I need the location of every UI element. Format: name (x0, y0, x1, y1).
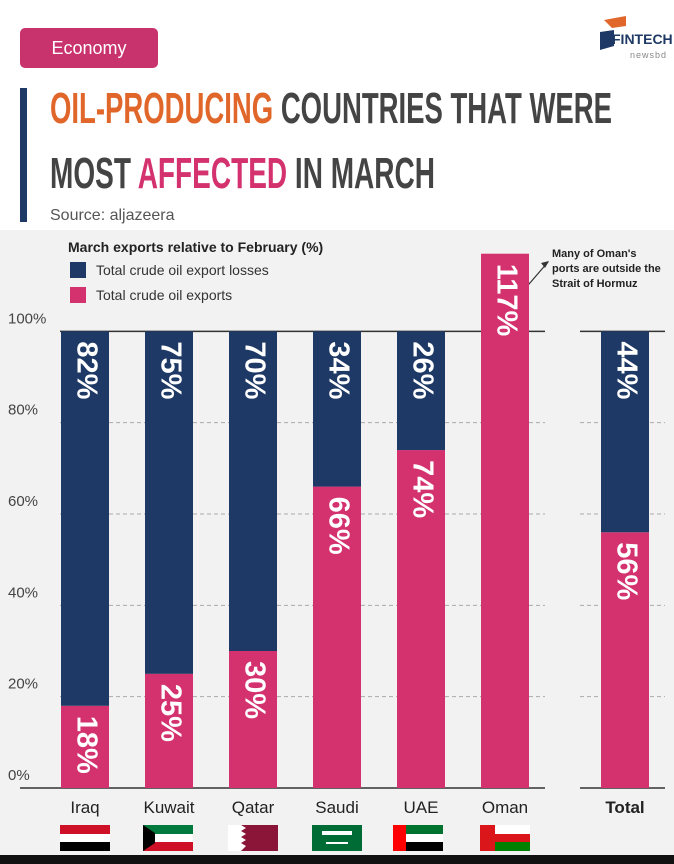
logo-mark (604, 16, 626, 28)
title-part: AFFECTED (138, 149, 287, 198)
bar-segment (481, 253, 529, 788)
flag-oman (480, 825, 530, 851)
bar-segment (313, 331, 361, 487)
title-line: OIL-PRODUCING COUNTRIES THAT WERE (50, 84, 612, 133)
flag-kuwait (143, 825, 193, 851)
annotation: Many of Oman's (552, 248, 637, 260)
value-label: 18% (70, 716, 102, 774)
subtitle: March exports relative to February (%) (68, 239, 323, 255)
title-line: MOST AFFECTED IN MARCH (50, 149, 435, 198)
legend-swatch (70, 262, 86, 278)
value-label: 34% (322, 341, 354, 399)
value-label: 30% (238, 661, 270, 719)
value-label: 26% (406, 341, 438, 399)
tag: Economy (51, 38, 126, 58)
bar-segment (145, 331, 193, 674)
title-part: COUNTRIES THAT WERE (273, 84, 612, 133)
x-tick-label: Kuwait (143, 798, 194, 817)
x-tick-label: Iraq (70, 798, 99, 817)
flags (60, 825, 530, 851)
value-label: 56% (610, 542, 642, 600)
y-tick-label: 40% (8, 584, 38, 601)
x-tick-label: UAE (404, 798, 439, 817)
bar-segment (601, 331, 649, 533)
value-label: 66% (322, 497, 354, 555)
flag-saudi (312, 825, 362, 851)
x-tick-label: Qatar (232, 798, 275, 817)
annotation-arrowhead (541, 261, 549, 268)
title-part: OIL-PRODUCING (50, 84, 273, 133)
y-tick-label: 0% (8, 767, 30, 784)
flag-iraq (60, 825, 110, 851)
accent-bar (20, 88, 27, 222)
value-label: 70% (238, 341, 270, 399)
y-tick-label: 60% (8, 493, 38, 510)
y-tick-label: 20% (8, 676, 38, 693)
source: Source: aljazeera (50, 207, 175, 224)
legend-swatch (70, 287, 86, 303)
legend-label: Total crude oil exports (96, 287, 232, 303)
value-label: 44% (610, 341, 642, 399)
bar-segment (397, 331, 445, 451)
annotation: ports are outside the (552, 263, 661, 275)
title-part: IN MARCH (287, 149, 435, 198)
legend-label: Total crude oil export losses (96, 262, 269, 278)
bar-segment (229, 331, 277, 651)
tag-pill (20, 28, 158, 68)
bar-segment (601, 532, 649, 788)
title-part: MOST (50, 149, 138, 198)
y-tick-label: 80% (8, 402, 38, 419)
value-label: 25% (154, 684, 186, 742)
flag-qatar (228, 825, 278, 851)
bottom-bar (0, 855, 674, 864)
annotation: Strait of Hormuz (552, 278, 638, 290)
x-tick-label: Saudi (315, 798, 358, 817)
bar-segment (145, 673, 193, 788)
value-label: 75% (154, 341, 186, 399)
y-tick-label: 100% (8, 310, 46, 327)
bar-segment (313, 486, 361, 788)
value-label: 82% (70, 341, 102, 399)
value-label: 74% (406, 460, 438, 518)
x-tick-label: Total (605, 798, 644, 817)
logo-sub: newsbd (630, 50, 667, 60)
bar-segment (229, 651, 277, 788)
flag-uae (393, 825, 443, 851)
bar-segment (61, 705, 109, 788)
x-tick-label: Oman (482, 798, 528, 817)
bar-segment (397, 450, 445, 788)
bar-segment (61, 331, 109, 706)
value-label: 117% (490, 264, 522, 337)
logo: FINTECH (612, 31, 673, 47)
logo-mark (600, 30, 614, 50)
